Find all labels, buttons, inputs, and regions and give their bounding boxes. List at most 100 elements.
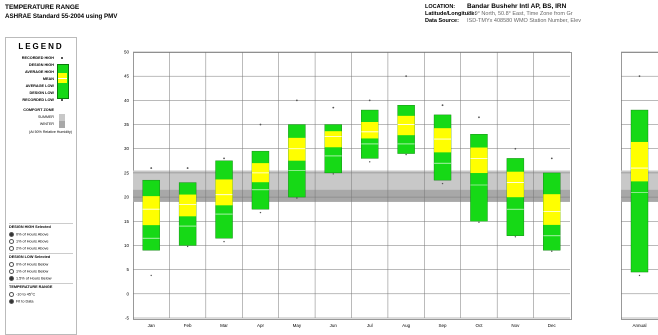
comfort-summer-swatch-icon: [59, 114, 65, 121]
comfort-winter-swatch-icon: [59, 121, 65, 128]
month-jun-recorded-high: [332, 106, 335, 109]
month-may-recorded-high: [295, 99, 298, 102]
month-jul-label: Jul: [367, 323, 373, 328]
month-aug-label: Aug: [402, 323, 411, 328]
location-label: LOCATION:: [425, 4, 456, 10]
legend-title: LEGEND: [18, 42, 64, 51]
month-sep-recorded-low: [441, 182, 444, 185]
month-feb-label: Feb: [184, 323, 192, 328]
month-apr-recorded-high: [259, 123, 262, 126]
latlon-label: Latitude/Longitude:: [425, 11, 477, 17]
month-sep-yellow: [434, 128, 452, 153]
legend-recorded-high: RECORDED HIGH: [21, 56, 54, 60]
month-may-box: [288, 124, 306, 198]
legend-mean: MEAN: [42, 77, 54, 81]
legend-average-low: AVERAGE LOW: [25, 84, 54, 88]
comfort-summer-label: SUMMER: [38, 115, 54, 119]
month-jul-yellow: [361, 122, 379, 139]
temp-range-option-1[interactable]: Fit to Data: [9, 299, 34, 304]
month-aug-yellow: [397, 115, 415, 136]
month-oct-recorded-low: [478, 221, 480, 223]
legend-recorded-high-dot-icon: [61, 57, 63, 59]
radio-icon[interactable]: [9, 239, 14, 244]
y-tick-label: 35: [124, 122, 130, 127]
radio-icon[interactable]: [9, 292, 14, 297]
month-jun-label: Jun: [330, 323, 338, 328]
month-nov-label: Nov: [511, 323, 520, 328]
month-may-label: May: [293, 323, 302, 328]
month-may-yellow: [288, 137, 306, 161]
design-low-option-1[interactable]: 1% of Hours Below: [9, 269, 48, 274]
y-tick-label: 10: [124, 243, 130, 248]
y-tick-label: 30: [124, 146, 130, 151]
month-apr-label: Apr: [257, 323, 265, 328]
comfort-zone-title: COMFORT ZONE: [23, 108, 54, 112]
month-mar-yellow: [215, 179, 233, 206]
y-tick-label: -5: [125, 316, 129, 321]
design-high-option-1[interactable]: 1% of Hours Above: [9, 239, 49, 244]
y-tick-label: 5: [126, 267, 129, 272]
month-jan-label: Jan: [148, 323, 156, 328]
comfort-note: (At 50% Relative Humidity): [29, 130, 72, 134]
month-jul-recorded-low: [369, 161, 371, 163]
month-oct-box: [470, 134, 488, 222]
design-high-option-2[interactable]: 2% of Hours Above: [9, 246, 49, 251]
month-apr-recorded-low: [259, 211, 262, 214]
month-nov-yellow: [506, 171, 524, 198]
annual-box: [630, 109, 649, 273]
month-oct-recorded-high: [478, 116, 480, 119]
month-feb-yellow: [179, 194, 197, 217]
legend-recorded-low: RECORDED LOW: [22, 98, 54, 102]
radio-icon[interactable]: [9, 232, 14, 237]
legend-design-low: DESIGN LOW: [29, 91, 54, 95]
month-sep-recorded-high: [441, 104, 444, 107]
radio-icon[interactable]: [9, 299, 14, 304]
radio-icon[interactable]: [9, 262, 14, 267]
month-dec-recorded-high: [550, 157, 553, 160]
legend-panel: LEGEND RECORDED HIGH DESIGN HIGH AVERAGE…: [5, 37, 77, 335]
month-feb-recorded-high: [186, 167, 189, 169]
month-mar-recorded-high: [223, 157, 225, 160]
annual-yellow: [631, 141, 648, 182]
month-nov-recorded-low: [514, 236, 517, 238]
chart-title: TEMPERATURE RANGE: [5, 4, 80, 11]
radio-icon[interactable]: [9, 269, 14, 274]
month-jun-yellow: [324, 131, 342, 148]
month-jan-yellow: [142, 196, 160, 226]
header-title: TEMPERATURE RANGE ASHRAE Standard 55-200…: [5, 3, 117, 21]
design-low-option-2[interactable]: 1.5% of Hours Below: [9, 276, 51, 281]
month-dec-yellow: [543, 194, 561, 225]
design-low-title: DESIGN LOW Selected: [9, 255, 51, 259]
y-tick-label: 50: [124, 50, 130, 55]
month-jul-recorded-high: [368, 99, 371, 102]
temp-range-option-0[interactable]: -10 to 45°C: [9, 292, 35, 297]
radio-icon[interactable]: [9, 276, 14, 281]
design-high-option-0[interactable]: 0% of Hours Above: [9, 232, 49, 237]
y-tick-label: 25: [124, 170, 130, 175]
legend-average-high: AVERAGE HIGH: [24, 70, 54, 74]
month-jan-recorded-high: [150, 167, 153, 169]
source-label: Data Source:: [425, 18, 459, 24]
month-feb-recorded-low: [186, 245, 189, 248]
comfort-winter-label: WINTER: [39, 122, 54, 126]
radio-icon[interactable]: [9, 246, 14, 251]
legend-recorded-low-dot-icon: [61, 99, 63, 101]
y-tick-label: 40: [124, 98, 130, 103]
chart-subtitle: ASHRAE Standard 55-2004 using PMV: [5, 13, 118, 20]
legend-mean-line-icon: [57, 78, 67, 79]
month-mar-label: Mar: [220, 323, 228, 328]
legend-design-high: DESIGN HIGH: [28, 63, 54, 67]
design-low-option-0[interactable]: 0% of Hours Below: [9, 262, 48, 267]
month-mar-recorded-low: [223, 240, 225, 243]
y-tick-label: 45: [124, 74, 130, 79]
month-dec-recorded-low: [551, 250, 553, 252]
design-high-title: DESIGN HIGH Selected: [9, 225, 51, 229]
month-sep-label: Sep: [439, 323, 448, 328]
month-aug-recorded-high: [405, 75, 408, 78]
location-value: Bandar Bushehr Intl AP, BS, IRN: [467, 3, 567, 10]
y-tick-label: 20: [124, 195, 130, 200]
month-jun-recorded-low: [332, 173, 334, 175]
month-oct-label: Oct: [475, 323, 483, 328]
month-dec-label: Dec: [548, 323, 557, 328]
